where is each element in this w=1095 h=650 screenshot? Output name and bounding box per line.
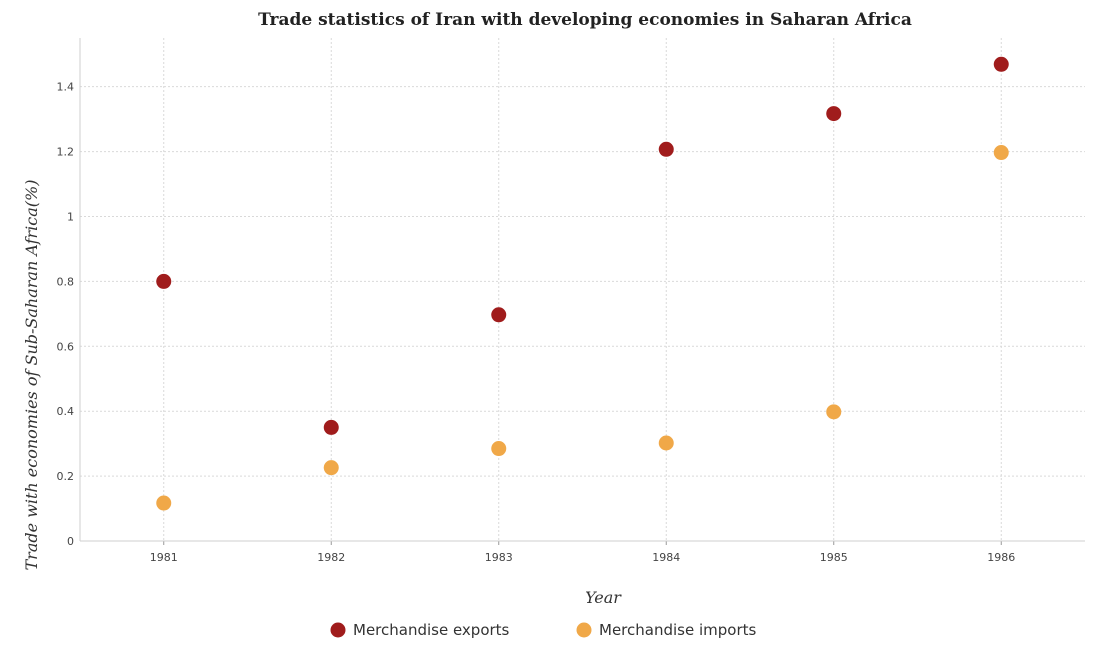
imports-point (491, 441, 507, 457)
exports-point (156, 273, 172, 289)
imports-point (826, 404, 842, 420)
y-tick-label: 1 (67, 210, 74, 223)
legend-label: Merchandise exports (353, 621, 510, 639)
exports-point (491, 307, 507, 323)
imports-point (658, 435, 674, 451)
y-tick-label: 0.2 (57, 470, 75, 483)
legend: Merchandise exports Merchandise imports (330, 621, 756, 639)
y-axis-label: Trade with economies of Sub-Saharan Afri… (22, 180, 41, 571)
exports-point (826, 106, 842, 122)
x-tick-label: 1983 (485, 551, 513, 564)
x-tick-label: 1982 (317, 551, 345, 564)
imports-point (993, 145, 1009, 161)
legend-marker (576, 622, 592, 638)
x-axis-label: Year (585, 588, 622, 607)
marks-layer (156, 56, 1009, 511)
imports-point (323, 460, 339, 476)
y-tick-label: 1.4 (57, 81, 75, 94)
x-tick-label: 1984 (652, 551, 680, 564)
axes-layer: 0 0.2 0.4 0.6 0.8 1 1.2 1.4 1981 1982 1983 1984 1985… (57, 38, 1085, 564)
y-tick-label: 0 (67, 535, 74, 548)
legend-label: Merchandise imports (599, 621, 756, 639)
exports-point (323, 419, 339, 435)
legend-marker (330, 622, 346, 638)
chart-title: Trade statistics of Iran with developing… (258, 10, 912, 30)
x-tick-label: 1986 (987, 551, 1015, 564)
x-tick-label: 1981 (150, 551, 178, 564)
exports-point (993, 56, 1009, 72)
exports-point (658, 141, 674, 157)
y-tick-label: 1.2 (57, 146, 75, 159)
y-tick-label: 0.8 (57, 275, 75, 288)
y-tick-label: 0.6 (57, 340, 75, 353)
imports-point (156, 495, 172, 511)
x-tick-label: 1985 (820, 551, 848, 564)
grid-layer (80, 38, 1085, 542)
y-tick-label: 0.4 (57, 405, 75, 418)
